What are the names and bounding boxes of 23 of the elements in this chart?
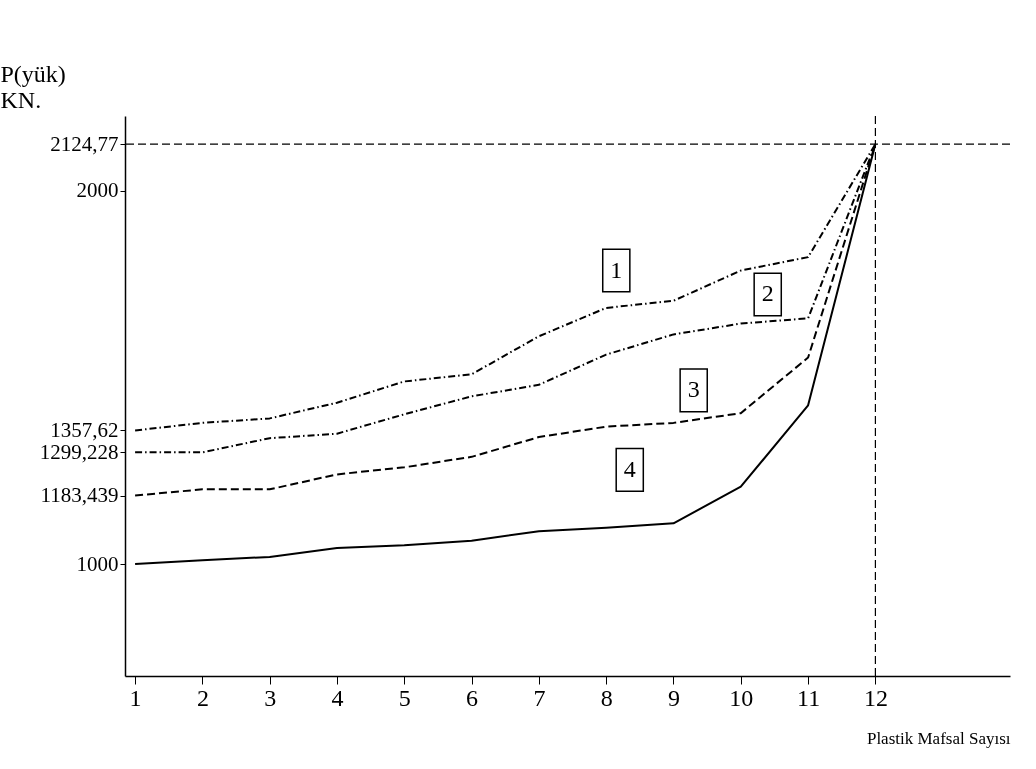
y-tick-label: 2000 <box>76 178 119 203</box>
x-tick-label: 7 <box>533 684 546 711</box>
annotation: 2 <box>761 280 774 307</box>
x-tick-label: 1 <box>129 684 142 711</box>
y-tick-label: 1000 <box>76 551 119 576</box>
x-tick-label: 11 <box>797 684 821 711</box>
annotation: 4 <box>623 455 636 482</box>
x-tick-label: 12 <box>863 684 888 711</box>
x-tick-label: 9 <box>668 684 680 711</box>
x-tick-label: 5 <box>398 684 411 711</box>
y-tick-label: 2124,77 <box>50 131 119 156</box>
x-tick-label: 10 <box>729 684 754 711</box>
annotation: 1 <box>610 256 623 283</box>
y-tick-label: 1357,62 <box>50 417 119 442</box>
x-axis-title: Plastik Mafsal Sayısı <box>866 728 1011 748</box>
x-tick-label: 3 <box>264 684 277 711</box>
y-tick-label: 1183,439 <box>40 483 119 508</box>
x-tick-label: 8 <box>600 684 613 711</box>
y-axis-title: P(yük) KN. <box>0 60 66 113</box>
x-tick-label: 2 <box>196 684 209 711</box>
annotation: 3 <box>687 376 700 403</box>
x-tick-label: 4 <box>331 684 344 711</box>
x-tick-label: 6 <box>466 684 479 711</box>
